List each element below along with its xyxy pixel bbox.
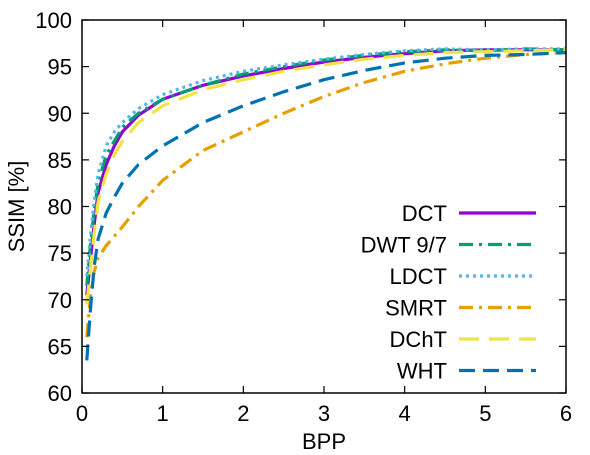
y-tick-label: 75 <box>48 241 72 266</box>
legend-label: WHT <box>397 359 447 384</box>
y-tick-label: 80 <box>48 195 72 220</box>
legend-label: DCT <box>402 201 447 226</box>
series-layer <box>85 47 567 361</box>
series-line-ldct <box>85 47 566 277</box>
x-tick-label: 3 <box>318 401 330 426</box>
series-line-wht <box>85 51 567 361</box>
series-line-dwt-9-7 <box>85 47 567 286</box>
y-tick-label: 95 <box>48 55 72 80</box>
y-tick-label: 65 <box>48 334 72 359</box>
series-line-dcht <box>85 48 567 305</box>
x-tick-label: 0 <box>76 401 88 426</box>
legend-label: LDCT <box>390 264 447 289</box>
y-tick-label: 100 <box>35 8 72 33</box>
y-axis-title: SSIM [%] <box>4 161 29 253</box>
x-tick-label: 4 <box>399 401 411 426</box>
series-line-dct <box>85 48 566 296</box>
y-tick-label: 60 <box>48 381 72 406</box>
x-tick-label: 1 <box>157 401 169 426</box>
legend: DCT DWT 9/7 LDCT SMRT DChT WHT <box>361 201 536 384</box>
y-tick-label: 85 <box>48 148 72 173</box>
x-tick-label: 5 <box>479 401 491 426</box>
legend-label: DChT <box>390 327 447 352</box>
ticks-layer: 0 1 2 3 4 5 6 60 65 70 75 80 85 90 95 100 <box>35 8 572 426</box>
legend-label: DWT 9/7 <box>361 233 447 258</box>
series-line-smrt <box>85 51 567 338</box>
plot-frame <box>81 19 567 394</box>
y-tick-label: 70 <box>48 288 72 313</box>
y-tick-label: 90 <box>48 101 72 126</box>
x-tick-label: 2 <box>237 401 249 426</box>
x-axis-title: BPP <box>302 429 346 454</box>
x-tick-label: 6 <box>560 401 572 426</box>
legend-label: SMRT <box>385 296 447 321</box>
